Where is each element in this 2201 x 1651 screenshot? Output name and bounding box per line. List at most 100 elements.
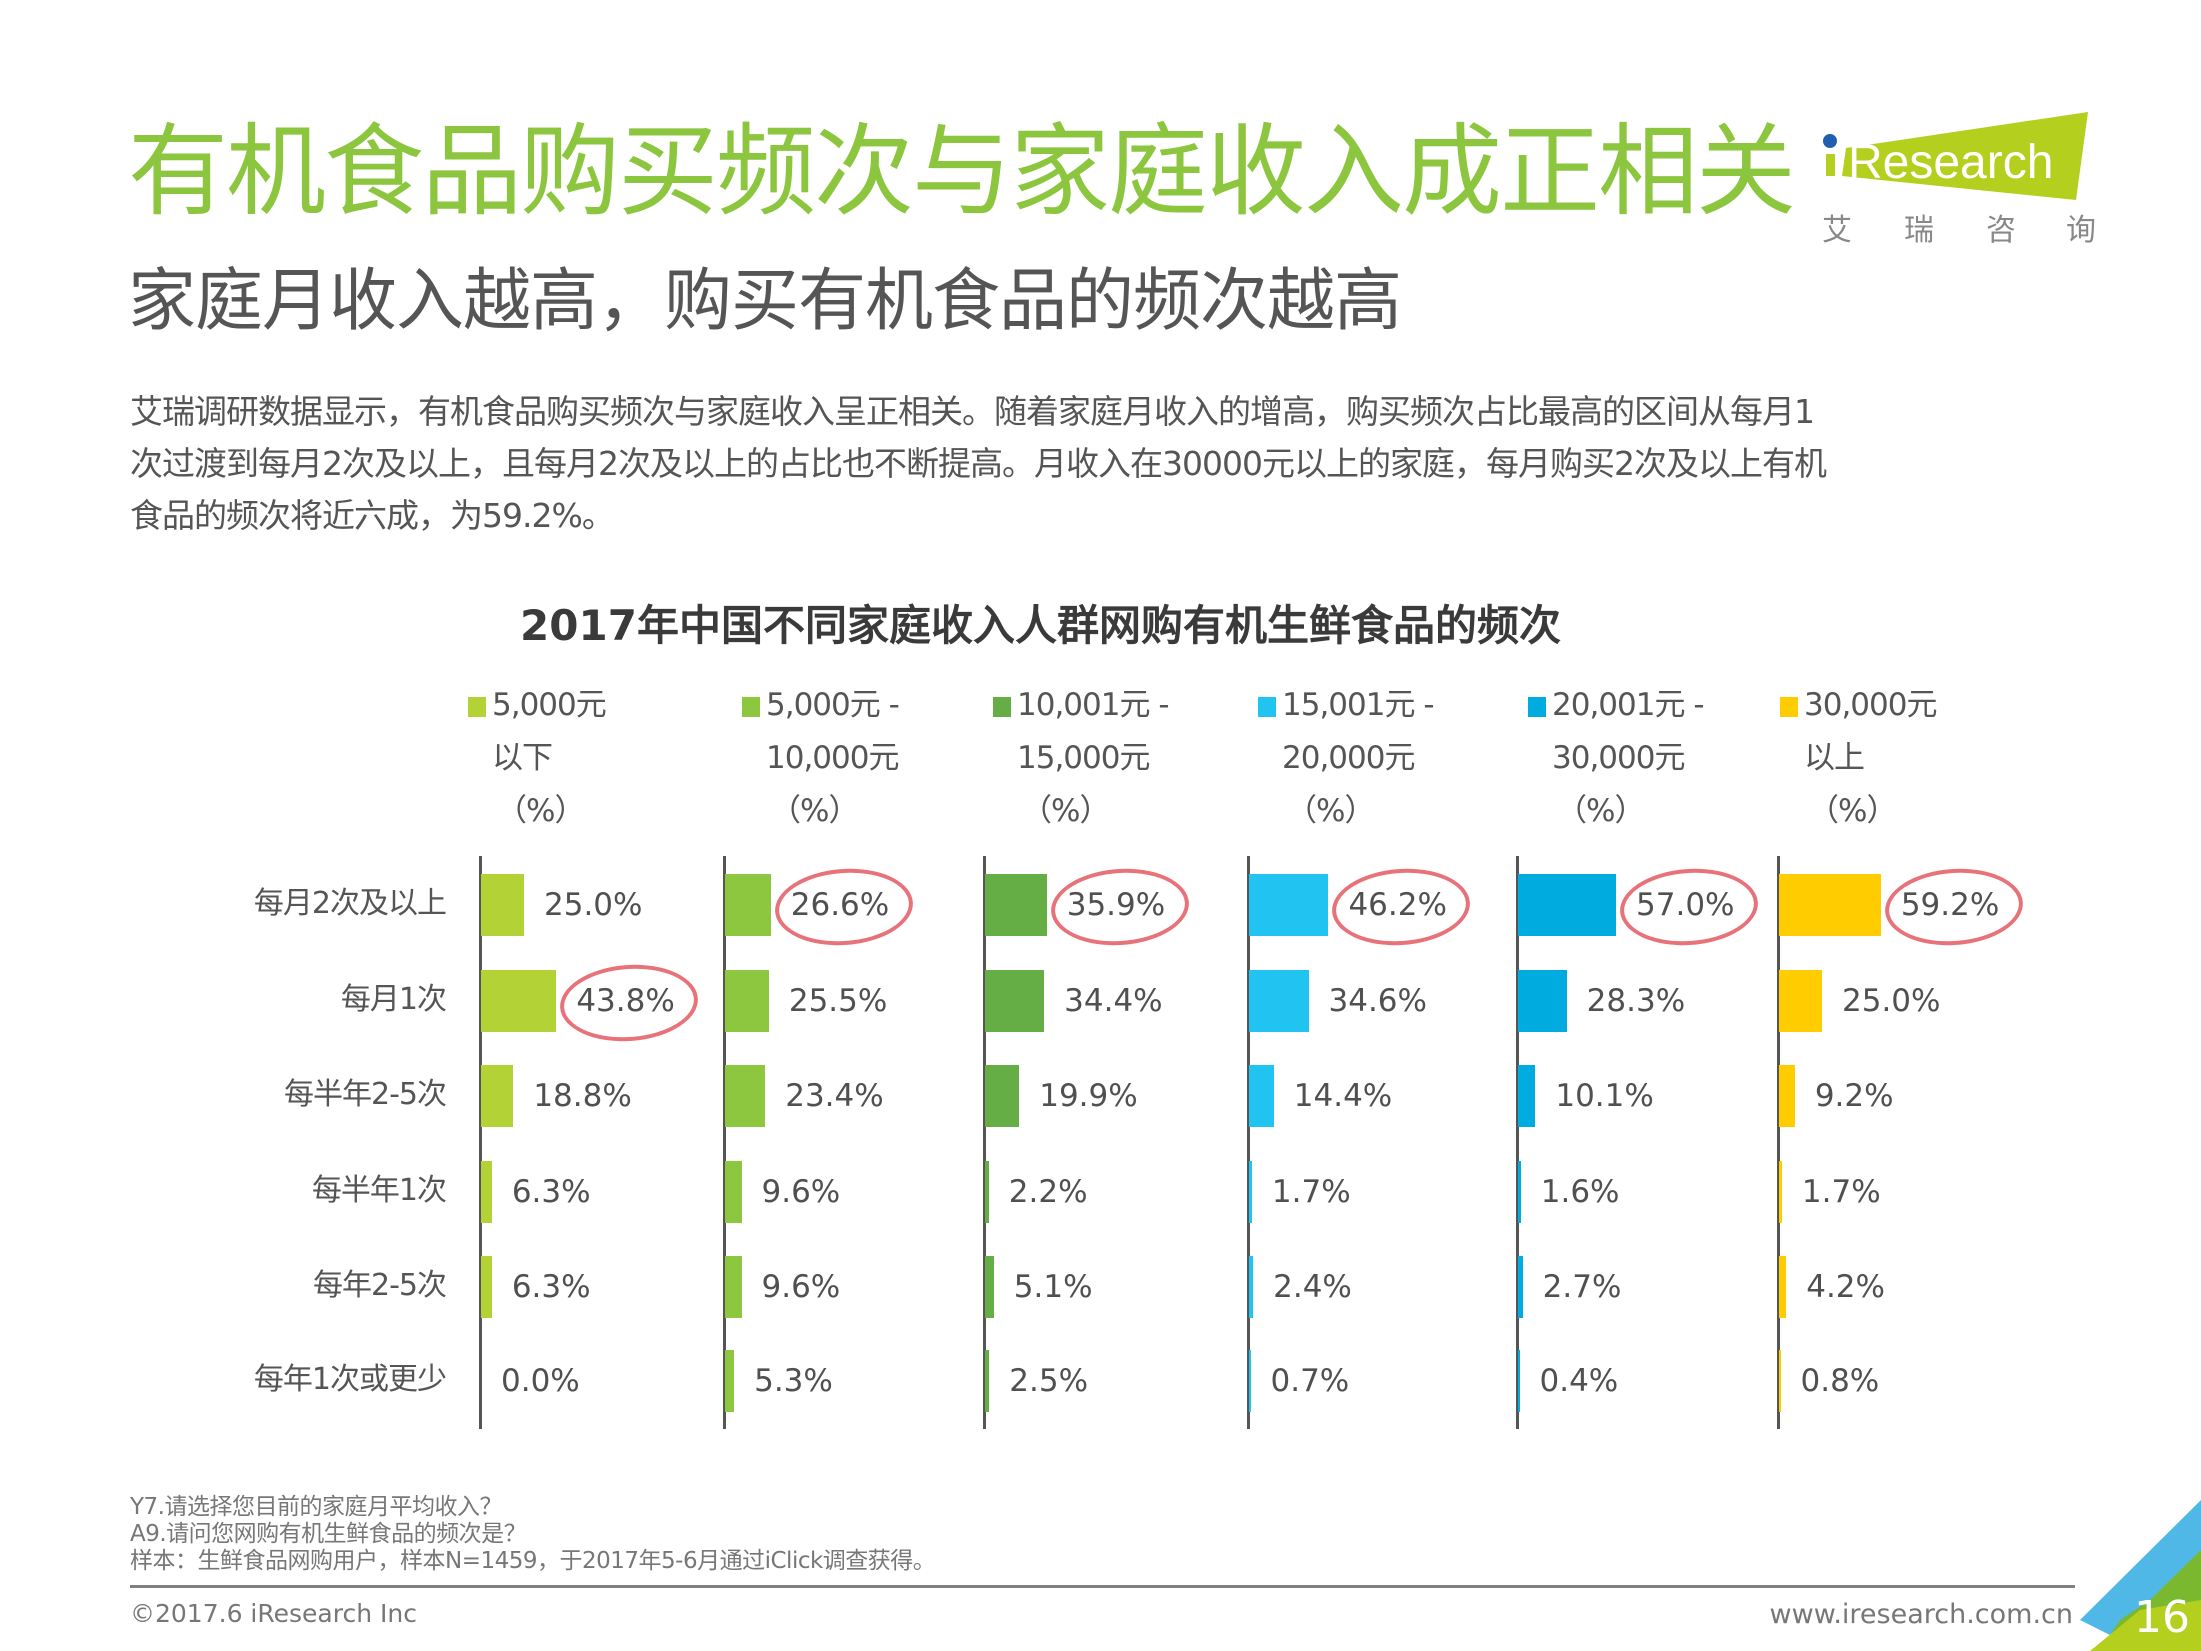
value-label: 46.2% <box>1348 887 1447 923</box>
legend-swatch <box>1528 697 1546 717</box>
legend-label: 10,001元 - <box>1017 687 1170 723</box>
category-label: 每月1次 <box>340 982 447 1017</box>
value-label: 6.3% <box>511 1174 591 1210</box>
highlight-circle <box>1048 864 1192 950</box>
value-label: 28.3% <box>1586 983 1686 1019</box>
bar <box>481 1256 492 1318</box>
corner-stripe-blue <box>2080 1500 2201 1640</box>
highlight-circle <box>772 864 916 950</box>
note-sample: 样本：生鲜食品网购用户，样本N=1459，于2017年5-6月通过iClick调… <box>130 1548 936 1574</box>
bar <box>985 1065 1020 1127</box>
bar <box>1518 1065 1536 1127</box>
logo-dot <box>1823 134 1837 148</box>
bar <box>725 1350 735 1412</box>
logo-cn-char: 艾 <box>1822 213 1852 248</box>
note-question-y7: Y7.请选择您目前的家庭月平均收入？ <box>130 1494 503 1520</box>
bar <box>1779 970 1822 1032</box>
legend-swatch <box>1780 697 1798 717</box>
legend-label: （%） <box>1808 793 1897 829</box>
bar <box>725 1065 766 1127</box>
bar <box>725 1256 742 1318</box>
legend-swatch <box>1258 697 1276 717</box>
value-label: 5.3% <box>754 1363 833 1399</box>
bar <box>1779 1350 1781 1412</box>
copyright: ©2017.6 iResearch Inc <box>130 1599 417 1628</box>
category-label: 每半年2-5次 <box>284 1077 447 1112</box>
value-label: 6.3% <box>511 1269 591 1305</box>
value-label: 10.1% <box>1555 1078 1654 1114</box>
bar <box>725 1161 742 1223</box>
value-label: 35.9% <box>1066 887 1166 923</box>
bar <box>1249 1065 1274 1127</box>
bar <box>1779 1256 1787 1318</box>
category-label: 每半年1次 <box>311 1173 447 1208</box>
bar <box>725 874 771 936</box>
legend-label: 10,000元 <box>766 740 899 776</box>
footer-divider <box>130 1585 2075 1588</box>
legend-label: 20,001元 - <box>1552 687 1705 723</box>
panel-axis-line <box>1777 856 1780 1429</box>
value-label: 0.4% <box>1539 1363 1619 1399</box>
bar <box>1779 1161 1782 1223</box>
value-label: 25.5% <box>788 983 888 1019</box>
logo-cn-char: 询 <box>2066 213 2096 248</box>
legend-label: 30,000元 <box>1552 740 1685 776</box>
bar <box>481 874 524 936</box>
value-label: 25.0% <box>544 887 643 923</box>
value-label: 57.0% <box>1636 887 1735 923</box>
bar <box>1249 970 1309 1032</box>
value-label: 1.7% <box>1801 1174 1881 1210</box>
logo-badge-shape <box>1842 112 2088 200</box>
note-question-a9: A9.请问您网购有机生鲜食品的频次是？ <box>130 1521 527 1547</box>
logo-cn-char: 瑞 <box>1904 213 1934 248</box>
bar <box>1518 1161 1521 1223</box>
bar <box>1249 1350 1251 1412</box>
bar <box>985 874 1047 936</box>
summary-line-1: 艾瑞调研数据显示，有机食品购买频次与家庭收入呈正相关。随着家庭月收入的增高，购买… <box>130 392 1815 431</box>
value-label: 2.4% <box>1273 1269 1352 1305</box>
value-label: 25.0% <box>1842 983 1941 1019</box>
corner-decoration <box>2080 1500 2201 1651</box>
legend-label: （%） <box>1556 793 1645 829</box>
value-label: 19.9% <box>1039 1078 1138 1114</box>
value-label: 2.2% <box>1008 1174 1088 1210</box>
category-label: 每年2-5次 <box>313 1268 447 1303</box>
value-label: 59.2% <box>1900 887 2000 923</box>
legend-label: （%） <box>496 793 585 829</box>
legend-label: 15,000元 <box>1017 740 1150 776</box>
bar <box>985 1350 990 1412</box>
summary-line-3: 食品的频次将近六成，为59.2%。 <box>130 496 615 535</box>
bar <box>1518 1350 1520 1412</box>
value-label: 23.4% <box>785 1078 884 1114</box>
legend-swatch <box>742 697 760 717</box>
highlight-circle <box>557 960 701 1046</box>
website-link[interactable]: www.iresearch.com.cn <box>1769 1599 2073 1630</box>
logo-cn-char: 咨 <box>1986 213 2016 248</box>
legend-label: 20,000元 <box>1282 740 1415 776</box>
value-label: 1.6% <box>1540 1174 1620 1210</box>
highlight-circle <box>1617 864 1761 950</box>
logo-i-stem <box>1826 154 1835 176</box>
bar <box>1518 874 1617 936</box>
value-label: 14.4% <box>1293 1078 1393 1114</box>
legend-label: （%） <box>1286 793 1375 829</box>
bar <box>481 970 557 1032</box>
value-label: 9.2% <box>1814 1078 1894 1114</box>
legend-label: （%） <box>770 793 859 829</box>
legend-label: （%） <box>1021 793 1110 829</box>
bar <box>985 1161 989 1223</box>
bar <box>725 970 769 1032</box>
highlight-circle <box>1882 864 2026 950</box>
page-subtitle: 家庭月收入越高，购买有机食品的频次越高 <box>128 262 1402 341</box>
panel-axis-line <box>723 856 726 1429</box>
value-label: 0.0% <box>501 1363 580 1399</box>
page-number: 16 <box>2134 1592 2190 1643</box>
summary-line-2: 次过渡到每月2次及以上，且每月2次及以上的占比也不断提高。月收入在30000元以… <box>130 444 1827 483</box>
bar <box>985 970 1045 1032</box>
value-label: 5.1% <box>1013 1269 1093 1305</box>
panel-axis-line <box>479 856 482 1429</box>
value-label: 2.7% <box>1542 1269 1622 1305</box>
page-title: 有机食品购买频次与家庭收入成正相关 <box>128 113 1796 230</box>
value-label: 9.6% <box>761 1174 841 1210</box>
value-label: 1.7% <box>1271 1174 1351 1210</box>
